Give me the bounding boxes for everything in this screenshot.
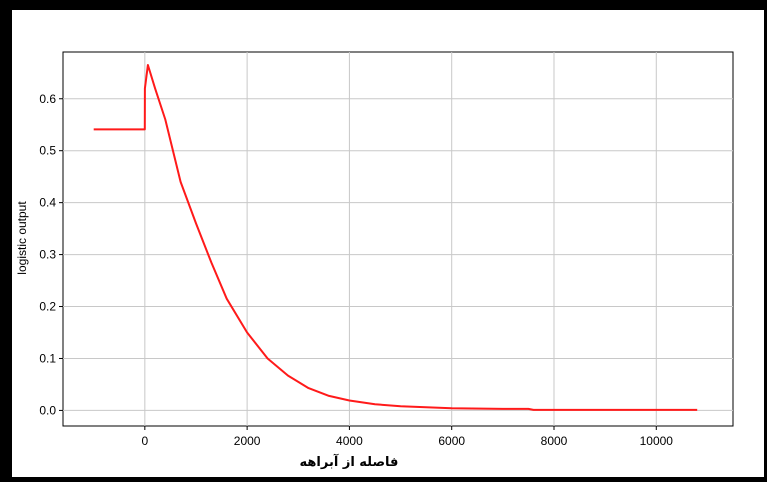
y-tick-label: 0.3 bbox=[39, 248, 56, 262]
chart: 0 2000 4000 6000 8000 10000 0.00.10.20.30.40.… bbox=[15, 51, 734, 470]
x-tick-label: 10000 bbox=[640, 434, 674, 448]
y-tick-label: 0.5 bbox=[39, 144, 56, 158]
y-tick-label: 0.4 bbox=[39, 196, 56, 210]
y-tick-label: 0.1 bbox=[39, 351, 56, 365]
y-tick-label: 0.2 bbox=[39, 300, 56, 314]
chart-panel: 0 2000 4000 6000 8000 10000 0.0 0.1 0.2 0.3 0.4 0.… bbox=[12, 10, 764, 477]
series-group bbox=[93, 64, 698, 411]
y-tick-label: 0.0 bbox=[39, 403, 56, 417]
x-tick-label: 2000 bbox=[234, 434, 261, 448]
series-line bbox=[93, 64, 698, 411]
x-tick-label: 4000 bbox=[336, 434, 363, 448]
x-ticks: 0 2000 4000 6000 8000 10000 bbox=[141, 426, 673, 448]
y-ticks: 0.0 0.1 0.2 0.3 0.4 0.5 0.6 bbox=[39, 92, 63, 417]
x-tick-label: 8000 bbox=[541, 434, 568, 448]
x-tick-label: 6000 bbox=[438, 434, 465, 448]
y-tick-label: 0.6 bbox=[39, 92, 56, 106]
x-axis-label: فاصله از آبراهه bbox=[300, 453, 399, 470]
x-tick-label: 0 bbox=[141, 434, 148, 448]
y-axis-label: logistic output bbox=[15, 201, 29, 275]
grid bbox=[63, 52, 733, 426]
plot-area bbox=[62, 51, 734, 427]
